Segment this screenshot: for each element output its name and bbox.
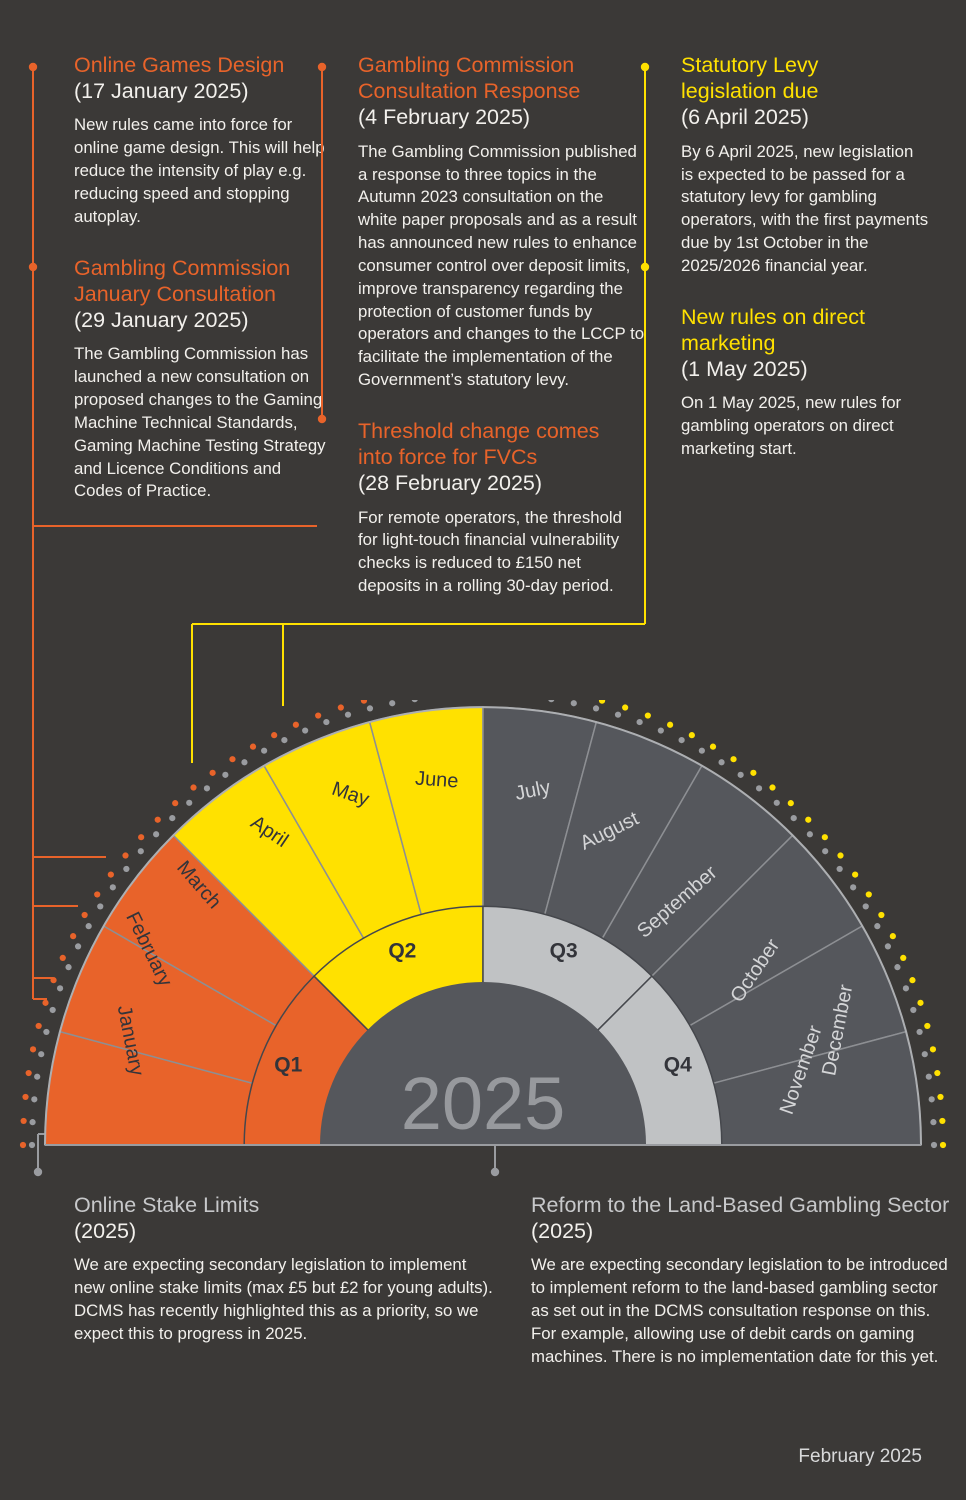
svg-text:2025: 2025 — [401, 1062, 566, 1145]
svg-text:June: June — [414, 767, 459, 792]
svg-text:Q2: Q2 — [388, 939, 416, 962]
svg-text:Q3: Q3 — [550, 939, 578, 962]
svg-text:Q4: Q4 — [664, 1053, 692, 1076]
svg-text:Q1: Q1 — [274, 1053, 302, 1076]
